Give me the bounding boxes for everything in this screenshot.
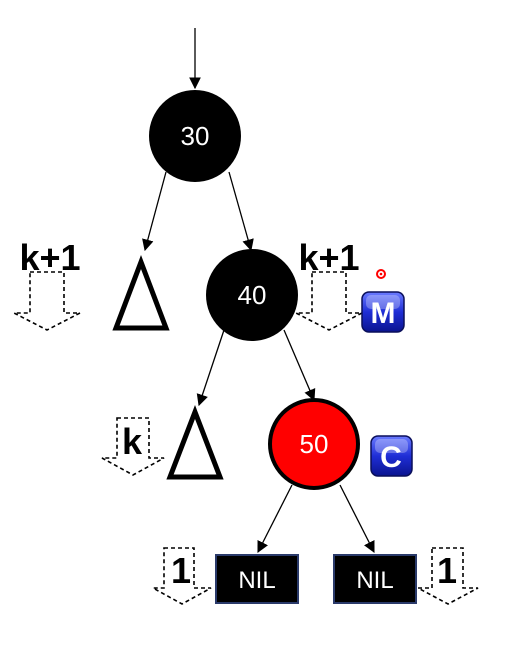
badge-c-highlight: [375, 439, 408, 453]
height-label-nil-right: 1: [437, 550, 457, 591]
height-label-node40-left: k: [122, 421, 143, 462]
edge-50-nil-right: [339, 484, 375, 554]
height-arrow-root-right: [295, 271, 363, 331]
edge-30-left-subtree: [142, 171, 167, 252]
height-label-root-right: k+1: [298, 237, 359, 278]
badge-c-label: C: [380, 441, 402, 474]
nil-leaf-left: [215, 554, 299, 604]
nil-leaf-right: [333, 554, 417, 604]
pointer-marker-center: [379, 272, 383, 276]
tree-node-50: [268, 398, 360, 490]
nil-leaf-left-label: NIL: [238, 567, 275, 594]
tree-node-30-label: 30: [181, 121, 210, 151]
height-arrow-root-left: [13, 271, 81, 331]
badge-m-label: M: [371, 297, 396, 330]
edge-40-left-subtree: [196, 329, 225, 407]
tree-node-30: [149, 90, 241, 182]
subtree-triangle-root-left: [112, 254, 170, 331]
edge-50-nil-left: [257, 484, 293, 554]
height-arrow-node40-left: [101, 417, 165, 476]
badge-m: [361, 291, 405, 333]
nil-leaf-right-label: NIL: [356, 567, 393, 594]
badge-c: [370, 435, 413, 477]
tree-node-40-label: 40: [238, 280, 267, 310]
tree-node-40: [206, 249, 298, 341]
edge-30-40: [228, 171, 254, 252]
edge-40-50: [283, 329, 316, 402]
tree-node-50-label: 50: [300, 429, 329, 459]
subtree-triangle-node40-left: [166, 405, 224, 480]
height-label-root-left: k+1: [19, 237, 80, 278]
height-label-nil-left: 1: [171, 550, 191, 591]
badge-m-highlight: [366, 295, 400, 309]
height-arrow-nil-left: [152, 547, 212, 605]
height-arrow-nil-right: [417, 547, 479, 605]
pointer-marker: [376, 269, 386, 279]
